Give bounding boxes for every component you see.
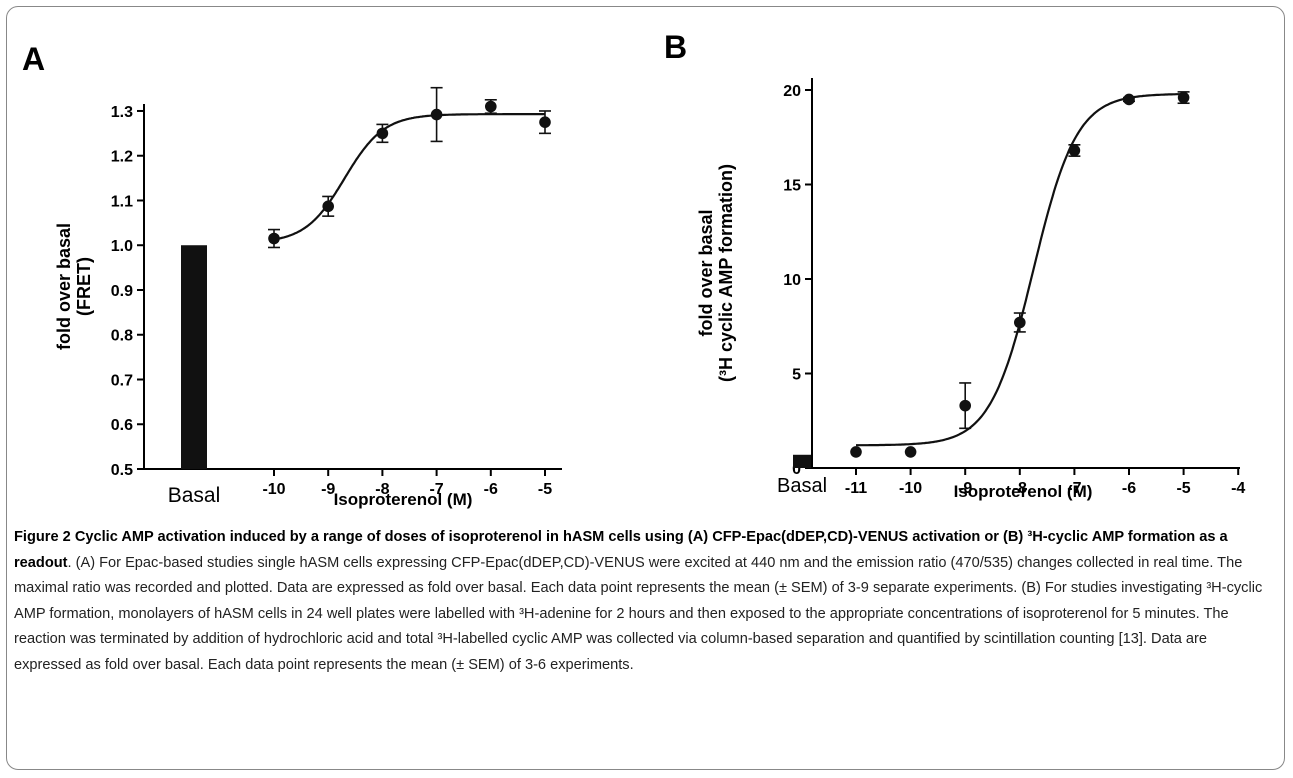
x-tick-label: -5 [1176, 480, 1190, 497]
x-tick-label: -6 [484, 481, 498, 498]
caption-body: . (A) For Epac-based studies single hASM… [14, 554, 1263, 673]
y-tick-label: 1.3 [111, 104, 133, 121]
basal-bar [793, 454, 811, 468]
data-point [268, 232, 280, 245]
fit-curve [856, 93, 1184, 447]
basal-label: Basal [777, 475, 827, 497]
data-point [539, 116, 551, 128]
chart-panel-a: A 0.5 0.6 0.7 0.8 0.9 1.0 1.1 1.2 1.3 -10 -9 -8 -7 -6… [22, 41, 562, 509]
y-tick-label: 0.5 [111, 462, 133, 479]
figure-charts: A 0.5 0.6 0.7 0.8 0.9 1.0 1.1 1.2 1.3 -10 -9 -8 -7 -6… [22, 29, 1245, 509]
x-tick-label: -9 [958, 480, 972, 497]
y-axis-title-line: (FRET) [74, 257, 94, 316]
data-point [322, 200, 335, 213]
y-tick-label: 1.1 [111, 193, 133, 210]
y-tick-label: 0 [792, 461, 801, 478]
x-axis-title: Isoproterenol (M) [334, 490, 473, 509]
y-tick-label: 15 [783, 178, 801, 195]
y-axis-title-line: fold over basal [54, 223, 74, 350]
chart-panel-b: B 0 5 10 15 20 -11 -10 -9 -8 -7 -6 -5 -4 Basal Isoprot… [664, 29, 1245, 501]
panel-letter-b: B [664, 29, 687, 65]
y-tick-label: 5 [792, 367, 801, 384]
x-tick-label: -8 [1013, 480, 1027, 497]
x-tick-label: -5 [538, 481, 552, 498]
y-tick-label: 1.0 [111, 238, 133, 255]
y-axis-title: fold over basal(³H cyclic AMP formation) [696, 164, 736, 382]
x-tick-label: -9 [321, 481, 335, 498]
data-point [1123, 93, 1135, 106]
panel-letter-a: A [22, 41, 45, 77]
x-tick-label: -6 [1122, 480, 1136, 497]
data-point [485, 100, 497, 113]
figure-frame [6, 6, 1285, 770]
x-tick-label: -7 [429, 481, 443, 498]
data-point [1068, 144, 1081, 157]
y-tick-label: 0.7 [111, 372, 133, 389]
x-tick-label: -11 [845, 480, 867, 497]
y-axis-title: fold over basal(FRET) [54, 223, 94, 350]
y-axis-title-line: (³H cyclic AMP formation) [716, 164, 736, 382]
x-tick-label: -8 [375, 481, 389, 498]
data-point [904, 446, 917, 458]
y-tick-label: 20 [783, 83, 801, 100]
x-tick-label: -10 [899, 480, 922, 497]
y-axis-title-line: fold over basal [696, 209, 716, 336]
x-axis-title: Isoproterenol (M) [954, 482, 1093, 501]
y-tick-label: 0.6 [111, 417, 133, 434]
basal-bar [181, 245, 207, 469]
x-tick-label: -7 [1067, 480, 1081, 497]
x-tick-label: -4 [1231, 480, 1245, 497]
y-tick-label: 0.9 [111, 283, 133, 300]
basal-label: Basal [168, 484, 221, 507]
fit-curve [273, 113, 545, 241]
data-point [850, 446, 862, 458]
caption-title: Figure 2 Cyclic AMP activation induced b… [14, 529, 1228, 571]
y-tick-label: 0.8 [111, 328, 133, 345]
data-point [1014, 316, 1026, 329]
y-tick-label: 1.2 [111, 149, 133, 166]
data-point [1177, 91, 1190, 104]
data-point [376, 127, 389, 140]
data-point [959, 399, 971, 412]
y-tick-label: 10 [783, 272, 801, 289]
data-point [430, 108, 443, 121]
figure-caption: Figure 2 Cyclic AMP activation induced b… [14, 525, 1276, 678]
x-tick-label: -10 [262, 481, 285, 498]
